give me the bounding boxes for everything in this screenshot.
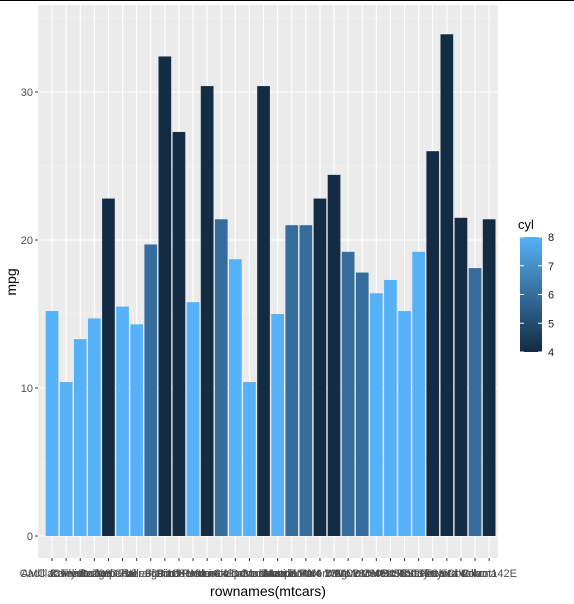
bar-merc-280c bbox=[355, 272, 369, 536]
x-tick-label: Ford Pantera L bbox=[156, 568, 229, 580]
x-axis-title: rownames(mtcars) bbox=[210, 583, 326, 599]
bar-hornet-4-drive bbox=[214, 219, 228, 536]
bar-hornet-sportabout bbox=[229, 259, 242, 536]
y-tick-label: 30 bbox=[21, 87, 33, 99]
bar-fiat-x1-9 bbox=[172, 131, 186, 536]
y-tick-label: 0 bbox=[27, 531, 33, 543]
bar-merc-280 bbox=[341, 251, 355, 536]
legend-ticks: 4 5 6 7 8 bbox=[520, 232, 554, 359]
bar-lotus-europa bbox=[257, 86, 270, 536]
x-tick-label: Merc 450SLC bbox=[371, 568, 438, 580]
legend: cyl 4 5 6 7 8 bbox=[518, 217, 554, 359]
x-tick-label: Datsun 710 bbox=[80, 568, 136, 580]
x-tick-label: Ferrari Dino bbox=[122, 568, 180, 580]
legend-tick-label: 4 bbox=[548, 347, 554, 359]
bar-toyota-corolla bbox=[440, 34, 454, 536]
legend-tick-label: 7 bbox=[548, 261, 554, 273]
bar-lincoln-continental bbox=[243, 382, 256, 536]
bar-ford-pantera-l bbox=[186, 302, 200, 536]
x-tick-label: Merc 240D bbox=[307, 568, 361, 580]
x-tick-label: Maserati Bora bbox=[243, 568, 312, 580]
bar-fiat-128 bbox=[158, 56, 172, 536]
x-tick-label: Hornet 4 Drive bbox=[186, 568, 257, 580]
x-tick-label: Merc 230 bbox=[297, 568, 343, 580]
top-border-line bbox=[0, 0, 574, 1]
bar-ferrari-dino bbox=[144, 244, 158, 536]
bar-amc-javelin bbox=[45, 311, 59, 536]
bar-pontiac-firebird bbox=[412, 251, 425, 536]
bar-duster-360 bbox=[130, 324, 143, 536]
x-tick-label: Toyota Corona bbox=[425, 568, 497, 580]
x-tick-label: Hornet Sportabout bbox=[190, 568, 280, 580]
bar-camaro-z28 bbox=[73, 339, 87, 536]
bar-mazda-rx4 bbox=[285, 225, 299, 536]
legend-tick-label: 6 bbox=[548, 290, 554, 302]
bar-merc-450se bbox=[370, 293, 383, 536]
x-tick-label: Honda Civic bbox=[177, 568, 237, 580]
bar-merc-230 bbox=[313, 198, 327, 536]
bar-dodge-challenger bbox=[116, 306, 129, 536]
x-tick-label: Cadillac Fleetwood bbox=[20, 568, 113, 580]
x-tick-label: Merc 450SL bbox=[361, 568, 420, 580]
y-axis-title: mpg bbox=[3, 268, 19, 295]
x-tick-label: Fiat X1-9 bbox=[157, 568, 202, 580]
bar-porsche-914-2 bbox=[426, 151, 440, 536]
bar-honda-civic bbox=[200, 86, 214, 536]
legend-title: cyl bbox=[518, 217, 534, 232]
x-tick-label: Merc 280 bbox=[325, 568, 371, 580]
x-tick-label: Duster 360 bbox=[110, 568, 164, 580]
legend-colorbar bbox=[520, 237, 542, 352]
bar-valiant bbox=[468, 268, 482, 536]
x-tick-label: Mazda RX4 bbox=[263, 568, 320, 580]
x-tick-label: Dodge Challenger bbox=[78, 568, 167, 580]
legend-tick-label: 5 bbox=[548, 318, 554, 330]
x-tick-label: Camaro Z28 bbox=[50, 568, 111, 580]
bar-merc-450sl bbox=[384, 279, 397, 536]
bar-mazda-rx4-wag bbox=[299, 225, 313, 536]
x-tick-label: Lotus Europa bbox=[231, 568, 297, 580]
y-tick-label: 10 bbox=[21, 383, 33, 395]
x-tick-label: Lincoln Continental bbox=[203, 568, 297, 580]
x-tick-label: Toyota Corolla bbox=[412, 568, 483, 580]
legend-tick-label: 8 bbox=[548, 232, 554, 244]
x-tick-label: Volvo 142E bbox=[461, 568, 517, 580]
y-tick-label: 20 bbox=[21, 235, 33, 247]
bar-maserati-bora bbox=[271, 314, 284, 536]
y-axis: 0 10 20 30 bbox=[21, 87, 38, 543]
x-tick-label: Pontiac Firebird bbox=[380, 568, 457, 580]
x-tick-label: Mazda RX4 Wag bbox=[264, 568, 347, 580]
bar-chrysler-imperial bbox=[88, 318, 101, 536]
x-tick-label: Merc 450SE bbox=[346, 568, 407, 580]
bar-merc-450slc bbox=[398, 311, 411, 536]
x-tick-label: Chrysler Imperial bbox=[53, 568, 136, 580]
x-tick-label: AMC Javelin bbox=[21, 568, 83, 580]
bar-volvo-142e bbox=[482, 219, 496, 536]
x-tick-label: Porsche 914-2 bbox=[397, 568, 469, 580]
bar-datsun-710 bbox=[102, 198, 115, 536]
bars bbox=[45, 34, 496, 537]
x-tick-label: Valiant bbox=[459, 568, 492, 580]
x-tick-label: Merc 280C bbox=[335, 568, 389, 580]
bar-cadillac-fleetwood bbox=[59, 382, 73, 536]
x-tick-label: Fiat 128 bbox=[145, 568, 185, 580]
bar-merc-240d bbox=[327, 174, 341, 536]
bar-toyota-corona bbox=[454, 217, 468, 537]
